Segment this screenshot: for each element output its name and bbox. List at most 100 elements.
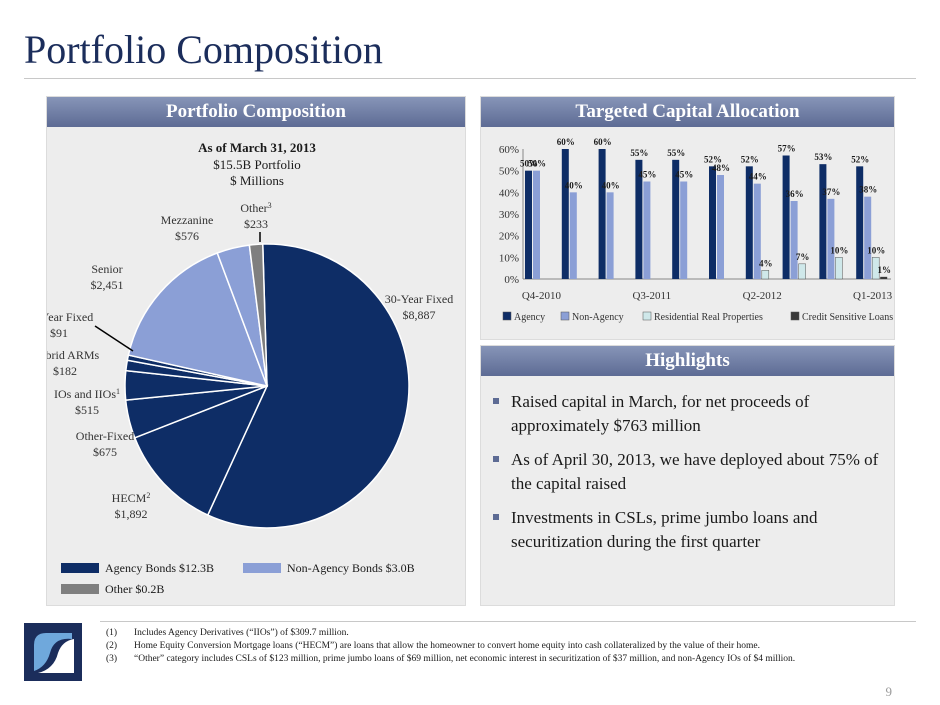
capital-allocation-header: Targeted Capital Allocation: [481, 97, 894, 127]
portfolio-pie-chart: As of March 31, 2013 $15.5B Portfolio$ Mi…: [47, 140, 453, 596]
y-tick-label: 0%: [504, 274, 519, 286]
pie-slice-name: IOs and IIOs1: [54, 387, 120, 402]
bullet-icon: [493, 456, 499, 462]
bar: [819, 164, 827, 279]
highlights-header: Highlights: [481, 346, 894, 376]
bar-value-label: 52%: [704, 154, 722, 164]
pie-slice-name: Other-Fixed: [76, 429, 134, 443]
legend-swatch: [502, 311, 512, 321]
pie-slice: [248, 243, 268, 387]
y-tick-label: 10%: [499, 252, 519, 264]
highlight-item: Raised capital in March, for net proceed…: [481, 390, 884, 438]
bar: [864, 196, 872, 279]
bar: [533, 170, 540, 279]
pie-slice-name: Hybrid ARMs: [47, 348, 100, 362]
page-title: Portfolio Composition: [24, 27, 383, 72]
pie-slice-value: $1,892: [115, 507, 148, 521]
footnote-item: (3) “Other” category includes CSLs of $12…: [106, 653, 795, 666]
bar-value-label: 55%: [667, 148, 685, 158]
pie-slice-value: $576: [175, 229, 199, 243]
pie-slice-name: Senior: [91, 262, 122, 276]
bar-value-label: 1%: [877, 265, 891, 275]
bar-value-label: 4%: [759, 258, 773, 268]
bar: [871, 257, 880, 280]
y-tick-label: 20%: [499, 231, 519, 243]
bar: [856, 166, 864, 279]
portfolio-composition-panel: Portfolio Composition As of March 31, 20…: [46, 96, 466, 606]
bar-value-label: 45%: [675, 170, 693, 180]
legend-swatch: [560, 311, 570, 321]
bar-value-label: 52%: [851, 154, 869, 164]
x-tick-label: Q4-2010: [522, 290, 562, 302]
x-tick-label: Q1-2013: [853, 290, 893, 302]
footnote-item: (1) Includes Agency Derivatives (“IIOs”) …: [106, 627, 795, 640]
legend-label: Other $0.2B: [105, 582, 164, 596]
bar: [561, 149, 569, 279]
bar: [709, 166, 716, 279]
bar: [569, 192, 577, 279]
bar: [525, 170, 532, 279]
bar: [753, 183, 761, 279]
bar-value-label: 52%: [741, 154, 759, 164]
legend-label: Non-Agency Bonds $3.0B: [287, 561, 415, 575]
footnote-marker: 1: [116, 387, 120, 396]
page-number: 9: [885, 684, 893, 699]
bar-value-label: 53%: [814, 152, 832, 162]
footnote-item: (2) Home Equity Conversion Mortgage loans…: [106, 640, 795, 653]
logo-mark-icon: [34, 633, 74, 673]
footer-divider: [100, 621, 916, 622]
pie-slice-name: 15-Year Fixed: [47, 310, 93, 324]
bar-value-label: 37%: [822, 187, 840, 197]
portfolio-composition-header: Portfolio Composition: [47, 97, 465, 127]
bullet-icon: [493, 514, 499, 520]
bar-value-label: 7%: [796, 252, 810, 262]
legend-swatch: [61, 563, 99, 573]
pie-slice: [133, 384, 269, 517]
highlights-list: Raised capital in March, for net proceed…: [481, 390, 884, 564]
bar-value-label: 50%: [528, 159, 546, 169]
bullet-icon: [493, 398, 499, 404]
bar-value-label: 60%: [557, 137, 575, 147]
capital-allocation-bar-chart: 0%10%20%30%40%50%60%50%50%60%40%60%40%55…: [499, 137, 893, 323]
bar: [835, 257, 843, 280]
pie-slice-value: $233: [244, 217, 268, 231]
company-logo: [24, 623, 82, 681]
pie-slice-value: $91: [50, 326, 68, 340]
legend-label: Residential Real Properties: [654, 312, 763, 323]
highlights-panel: Highlights Raised capital in March, for …: [480, 345, 895, 606]
pie-slice-value: $675: [93, 445, 117, 459]
bar-value-label: 10%: [867, 245, 885, 255]
title-divider: [24, 78, 916, 79]
bar: [782, 155, 790, 279]
highlight-text: As of April 30, 2013, we have deployed a…: [511, 450, 879, 493]
bar-value-label: 10%: [830, 245, 848, 255]
bar: [606, 192, 614, 279]
x-tick-label: Q2-2012: [743, 290, 782, 302]
footnotes: (1) Includes Agency Derivatives (“IIOs”) …: [106, 627, 795, 666]
y-tick-label: 60%: [499, 144, 519, 156]
bar: [643, 181, 651, 279]
footnote-marker: 3: [268, 201, 272, 210]
pie-slice-name: Other3: [240, 201, 271, 216]
pie-slice: [206, 243, 410, 529]
x-tick-label: Q3-2011: [632, 290, 671, 302]
bar: [672, 159, 680, 279]
bar-value-label: 50%: [520, 159, 538, 169]
legend-swatch: [642, 311, 652, 321]
bar-value-label: 38%: [859, 185, 877, 195]
footnote-number: (3): [106, 654, 118, 664]
y-tick-label: 50%: [499, 166, 519, 178]
bar: [827, 198, 835, 279]
highlight-item: As of April 30, 2013, we have deployed a…: [481, 448, 884, 496]
bar: [635, 159, 643, 279]
footnote-text: “Other” category includes CSLs of $123 m…: [134, 654, 796, 664]
bar: [880, 276, 888, 279]
legend-label: Credit Sensitive Loans: [802, 312, 893, 323]
pie-slice-value: $515: [75, 403, 99, 417]
pie-slice-value: $182: [53, 364, 77, 378]
legend-swatch: [61, 584, 99, 594]
bar-value-label: 45%: [638, 170, 656, 180]
pie-slice: [127, 252, 269, 388]
capital-allocation-panel: Targeted Capital Allocation 0% 10% 20% 30% 4…: [480, 96, 895, 340]
legend-label: Agency: [514, 312, 545, 323]
